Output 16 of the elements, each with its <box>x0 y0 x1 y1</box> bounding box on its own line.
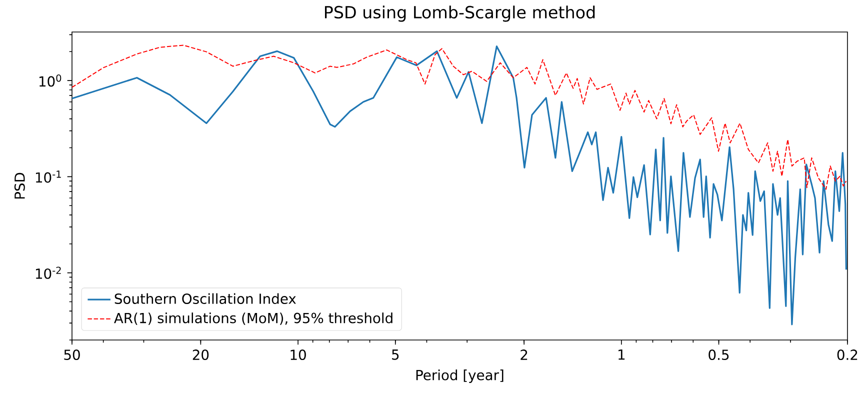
x-tick-label: 2 <box>520 350 528 360</box>
x-tick-label: 20 <box>192 350 209 360</box>
x-tick-label: 1 <box>618 350 625 360</box>
legend-label: Southern Oscillation Index <box>114 293 296 304</box>
chart-title: PSD using Lomb-Scargle method <box>324 6 595 22</box>
x-axis-title: Period [year] <box>416 370 504 383</box>
x-tick-label: 10 <box>290 350 306 360</box>
x-tick-label: 5 <box>392 350 399 360</box>
y-axis-title: PSD <box>14 172 25 199</box>
x-tick-label: 50 <box>64 350 80 360</box>
y-tick-label: 10$^{-1}$ <box>36 170 61 183</box>
y-tick-label: 10$^{-2}$ <box>36 266 61 279</box>
y-tick-label: 10$^{0}$ <box>39 74 62 87</box>
x-tick-label: 0.5 <box>708 350 729 360</box>
legend-label: AR(1) simulations (MoM), 95% threshold <box>114 312 392 325</box>
x-tick-label: 0.2 <box>837 350 858 360</box>
